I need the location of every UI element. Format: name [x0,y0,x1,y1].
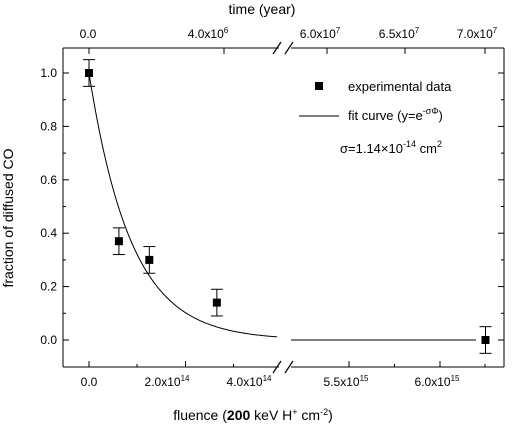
tick-marks [63,48,504,367]
x-tick-label-bottom: 0.0 [81,375,98,389]
data-point [479,326,492,354]
fit-curve-left [88,72,278,338]
y-tick-label: 1.0 [40,66,57,80]
x-tick-label-bottom: 2.0x1014 [145,374,190,389]
fit-curve [88,72,476,341]
point-marker [85,69,93,77]
y-axis-title: fraction of diffused CO [0,148,16,287]
axis-break-mark-1-0 [272,360,282,374]
point-marker [114,237,123,246]
legend-label-points: experimental data [348,79,452,94]
data-point [143,246,156,274]
legend-label-fit: fit curve (y=e-σΦ) [348,106,443,123]
point-marker [212,298,221,307]
x-tick-label-bottom: 5.5x1015 [324,374,369,389]
x-axis-title-top: time (year) [229,1,296,17]
x-tick-label-top: 4.0x106 [188,26,229,41]
x-axis-title-bottom: fluence (200 keV H+ cm-2) [173,407,333,423]
x-tick-label-top: 0.0 [80,27,97,41]
x-tick-label-bottom: 4.0x1014 [227,374,272,389]
y-tick-label: 0.0 [40,333,57,347]
data-point [210,288,223,317]
y-tick-label: 0.8 [40,119,57,133]
axis-break-mark-0-1 [284,41,294,55]
point-marker [481,336,490,344]
y-tick-label: 0.4 [40,226,57,240]
legend: experimental data fit curve (y=e-σΦ) [299,79,452,123]
tick-labels: 0.0 0.2 0.4 0.6 0.8 1.0 0.0 2.0x1014 4.0x1014 5.5… [40,26,497,389]
data-points [83,59,492,354]
data-point [112,227,125,256]
x-tick-label-top: 7.0x107 [457,26,498,41]
x-tick-label-top: 6.0x107 [300,26,341,41]
x-tick-label-top: 6.5x107 [379,26,420,41]
y-tick-label: 0.6 [40,173,57,187]
data-point [83,59,95,87]
axis-break-mark-1-1 [284,360,294,374]
point-marker [145,255,154,264]
legend-marker-points [315,82,323,90]
x-tick-label-bottom: 6.0x1015 [415,374,460,389]
y-tick-label: 0.2 [40,280,57,294]
sigma-annotation: σ=1.14×10-14 cm2 [340,139,442,156]
axis-break-mark-0-0 [272,41,282,55]
